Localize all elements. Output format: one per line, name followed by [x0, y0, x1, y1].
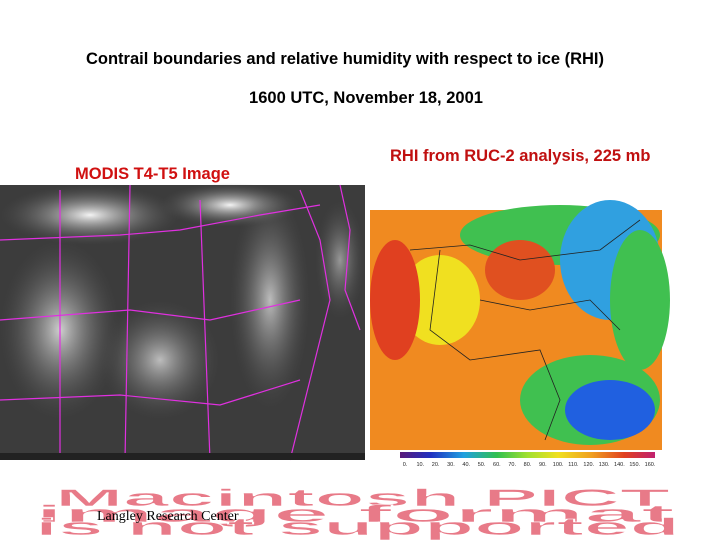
- rhi-map: 0. 10. 20. 30. 40. 50. 60. 70. 80. 90. 100. 110. 120…: [367, 185, 685, 470]
- right-label: RHI from RUC-2 analysis, 225 mb: [390, 147, 650, 165]
- colorbar-label: 70.: [508, 462, 516, 468]
- colorbar-label: 150.: [629, 462, 640, 468]
- colorbar-label: 90.: [539, 462, 547, 468]
- colorbar-label: 80.: [524, 462, 532, 468]
- placeholder-line: is not supported: [35, 514, 680, 540]
- colorbar-label: 120.: [583, 462, 594, 468]
- colorbar-label: 140.: [614, 462, 625, 468]
- placeholder-line: Macintosh PICT: [55, 485, 671, 512]
- colorbar-label: 10.: [416, 462, 424, 468]
- colorbar-label: 110.: [568, 462, 579, 468]
- footer: Langley Research Center: [97, 509, 239, 524]
- colorbar-label: 20.: [432, 462, 440, 468]
- colorbar-label: 60.: [493, 462, 501, 468]
- image-placeholder: Macintosh PICT image format is not suppo…: [35, 485, 681, 540]
- placeholder-line: image format: [35, 501, 675, 528]
- colorbar-label: 130.: [599, 462, 610, 468]
- title: Contrail boundaries and relative humidit…: [86, 50, 604, 68]
- colorbar-label: 100.: [553, 462, 564, 468]
- colorbar-label: 40.: [462, 462, 470, 468]
- colorbar-label: 0.: [403, 462, 408, 468]
- colorbar-label: 160.: [645, 462, 656, 468]
- subtitle: 1600 UTC, November 18, 2001: [249, 89, 483, 107]
- colorbar-label: 30.: [447, 462, 455, 468]
- colorbar-label: 50.: [478, 462, 486, 468]
- left-label: MODIS T4-T5 Image: [75, 165, 230, 183]
- satellite-image: [0, 183, 365, 461]
